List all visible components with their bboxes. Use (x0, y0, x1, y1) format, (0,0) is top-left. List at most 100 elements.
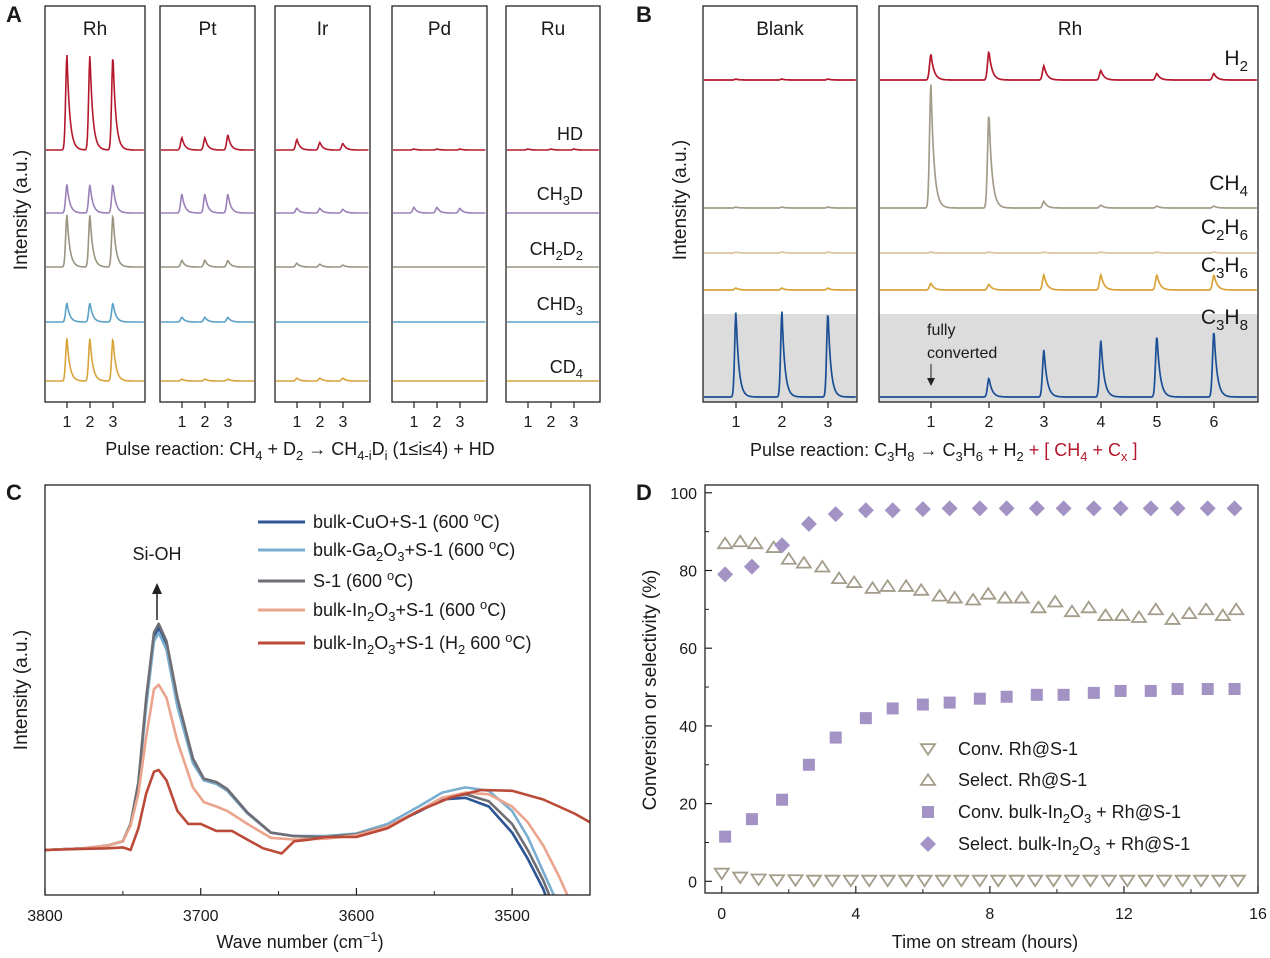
panel-d-point-1 (979, 586, 997, 600)
panel-a-tick-label: 1 (293, 414, 302, 431)
panel-d-point-3 (941, 500, 958, 517)
panel-c-frame (44, 484, 591, 896)
panel-d-point-1 (1180, 606, 1198, 620)
panel-a-ylabel: Intensity (a.u.) (11, 150, 32, 270)
panel-d-point-2 (916, 698, 929, 711)
panel-b-tick-label: 1 (927, 414, 936, 431)
panel-d-point-0 (1063, 874, 1081, 888)
panel-b-annotation-arrowhead (927, 378, 935, 386)
panel-d-point-0 (1210, 874, 1229, 888)
panel-a-tick-label: 3 (570, 414, 579, 431)
panel-b-series-label-c2h6: C2H6 (1201, 216, 1248, 244)
panel-b-series-label-h2: H2 (1224, 47, 1248, 75)
panel-a-title-pt: Pt (199, 19, 218, 40)
panel-d-legend-label-3: Select. bulk-In2O3 + Rh@S-1 (958, 834, 1190, 858)
panel-a-series-label-chd3: CHD3 (537, 294, 583, 318)
panel-d-point-1 (813, 559, 831, 573)
panel-a-trace-pt-ch2d2 (161, 258, 254, 268)
panel-d-point-1 (1113, 607, 1131, 621)
panel-d-point-2 (802, 758, 815, 771)
panel-b-tick-label: 5 (1153, 414, 1162, 431)
panel-d-point-0 (1081, 874, 1100, 888)
panel-d-point-0 (1137, 874, 1155, 888)
panel-d-point-0 (1173, 874, 1192, 888)
panel-d-xlabel: Time on stream (hours) (892, 932, 1078, 952)
panel-d-point-0 (823, 874, 842, 888)
panel-d-point-1 (930, 588, 949, 602)
panel-c-legend-label-3: bulk-In2O3+S-1 (600 oC) (313, 597, 506, 624)
panel-a-trace-pt-ch3d (161, 193, 254, 214)
panel-a-title-ir: Ir (317, 19, 329, 40)
panel-b-tick-label: 1 (732, 414, 741, 431)
panel-d-ytick-label: 0 (688, 874, 697, 891)
panel-a-tick-label: 1 (410, 414, 419, 431)
panel-d-point-0 (1229, 874, 1247, 888)
panel-a-series-label-ch2d2: CH2D2 (530, 239, 583, 263)
panel-b-box-rh (878, 5, 1259, 403)
panel-d-xtick-label: 4 (851, 906, 860, 923)
panel-d-point-1 (731, 534, 749, 548)
panel-b-trace-blank-h2 (704, 78, 856, 81)
panel-a-trace-pt-chd3 (161, 316, 254, 323)
panel-a-tick-label: 3 (339, 414, 348, 431)
panel-d-point-2 (1201, 683, 1214, 695)
panel-d-point-0 (1026, 874, 1044, 888)
panel-d-point-1 (1013, 590, 1031, 604)
panel-b-title: Pulse reaction: C3H8 → C3H6 + H2 + [ CH4… (750, 440, 1137, 464)
panel-a-tick-label: 2 (433, 414, 442, 431)
panel-b-title-rh: Rh (1058, 19, 1082, 40)
panel-d-ytick-label: 80 (679, 563, 697, 580)
panel-b-tick-label: 2 (985, 414, 994, 431)
panel-d-point-3 (743, 558, 760, 575)
panel-c-legend-label-2: S-1 (600 oC) (313, 568, 413, 591)
panel-d-point-1 (1046, 594, 1064, 608)
panel-b-box-blank (702, 5, 858, 403)
panel-c-tick-label: 3600 (339, 908, 375, 925)
panel-d-xtick-label: 16 (1249, 906, 1267, 923)
panel-d-point-2 (829, 731, 842, 744)
panel-c-legend-label-4: bulk-In2O3+S-1 (H2 600 oC) (313, 630, 532, 657)
panel-d-point-3 (1055, 500, 1072, 517)
panel-a-tick-label: 1 (524, 414, 533, 431)
panel-d-point-2 (1087, 686, 1100, 699)
panel-a-box-pt (159, 5, 256, 403)
panel-d-point-0 (1100, 874, 1118, 888)
panel-a-trace-rh-cd4 (46, 337, 144, 382)
panel-d-xtick-label: 8 (985, 906, 994, 923)
panel-c: C 3800 3700 3600 3500 Wave number (cm−1) Inten… (6, 480, 591, 952)
panel-b-series-label-c3h6: C3H6 (1201, 254, 1248, 282)
panel-d-point-1 (1096, 607, 1115, 621)
panel-b-shade-rh (879, 314, 1258, 402)
panel-b-trace-blank-c3h8 (704, 311, 856, 398)
panel-a-trace-ir-hd (276, 137, 369, 151)
panel-d-legend-marker-3 (920, 836, 936, 852)
panel-d-point-2 (1228, 683, 1241, 695)
panel-d-point-1 (1163, 611, 1182, 625)
panel-d-point-0 (805, 874, 823, 888)
panel-d-point-1 (1227, 602, 1245, 616)
panel-d-point-3 (857, 502, 874, 519)
panel-d-point-0 (842, 874, 860, 888)
panel-d-point-1 (795, 555, 813, 569)
panel-d-point-1 (863, 580, 882, 594)
panel-d-point-0 (768, 874, 786, 888)
panel-b-trace-blank-ch4 (704, 206, 856, 209)
panel-d-point-1 (1147, 602, 1165, 616)
panel-d-point-0 (989, 874, 1007, 888)
panel-d-point-2 (745, 813, 758, 826)
panel-d-point-2 (1030, 688, 1043, 701)
panel-d-point-3 (1142, 500, 1159, 517)
panel-d-legend-label-0: Conv. Rh@S-1 (958, 739, 1078, 759)
panel-d-point-1 (1063, 604, 1081, 618)
panel-b-trace-rh-h2 (880, 50, 1257, 81)
panel-d-legend-label-1: Select. Rh@S-1 (958, 770, 1087, 790)
panel-c-tick-label: 3800 (27, 908, 63, 925)
panel-d-point-0 (1008, 874, 1026, 888)
panel-d-point-0 (934, 874, 952, 888)
panel-c-annotation: Si-OH (133, 544, 182, 564)
panel-d-point-3 (884, 502, 901, 519)
panel-a-trace-ir-ch2d2 (276, 262, 369, 268)
panel-a-letter: A (6, 2, 22, 27)
panel-d-xtick-label: 12 (1115, 906, 1133, 923)
